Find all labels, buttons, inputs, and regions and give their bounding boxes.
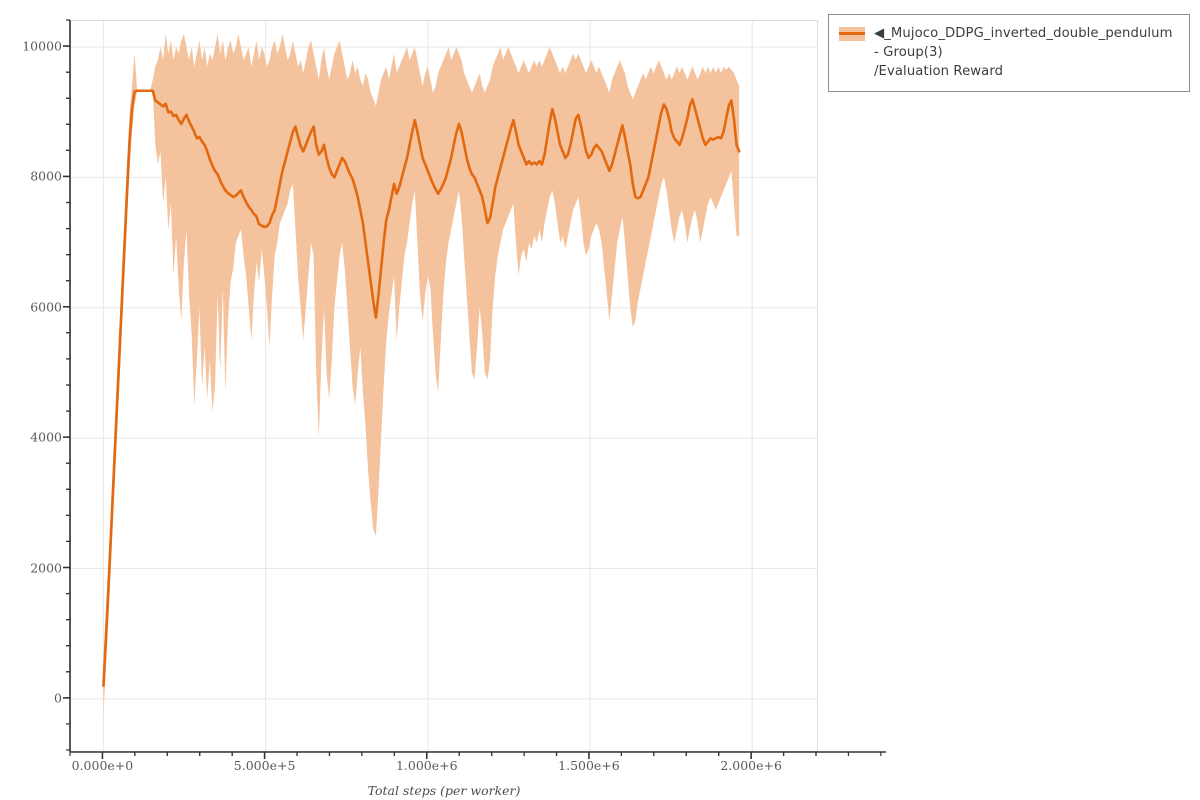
legend-entry-label[interactable]: ◀_Mujoco_DDPG_inverted_double_pendulum -… xyxy=(874,24,1179,81)
legend-entry-label-line1: ◀_Mujoco_DDPG_inverted_double_pendulum -… xyxy=(874,26,1173,60)
legend-line-swatch xyxy=(839,32,865,35)
y-axis-tick-label: 6000 xyxy=(30,299,62,315)
chart-canvas xyxy=(71,21,817,751)
x-axis-title: Total steps (per worker) xyxy=(367,783,521,798)
x-axis-tick-label: 1.500e+6 xyxy=(558,758,620,773)
legend-entry-label-line2: /Evaluation Reward xyxy=(874,64,1004,79)
y-axis-tick-label: 10000 xyxy=(22,38,62,54)
plot-area[interactable] xyxy=(70,20,818,752)
x-axis-tick-label: 5.000e+5 xyxy=(233,758,296,773)
x-axis-tick-label: 2.000e+6 xyxy=(720,758,782,773)
x-axis-tick-label: 1.000e+6 xyxy=(395,758,458,773)
y-axis-tick-label: 4000 xyxy=(30,429,62,445)
y-axis-tick-label: 0 xyxy=(54,690,62,706)
legend[interactable]: ◀_Mujoco_DDPG_inverted_double_pendulum -… xyxy=(828,14,1190,92)
x-axis-tick-label: 0.000e+0 xyxy=(71,758,134,773)
y-axis-tick-label: 2000 xyxy=(30,560,62,575)
legend-color-swatch xyxy=(839,26,865,42)
y-axis-tick-label: 8000 xyxy=(30,168,62,184)
